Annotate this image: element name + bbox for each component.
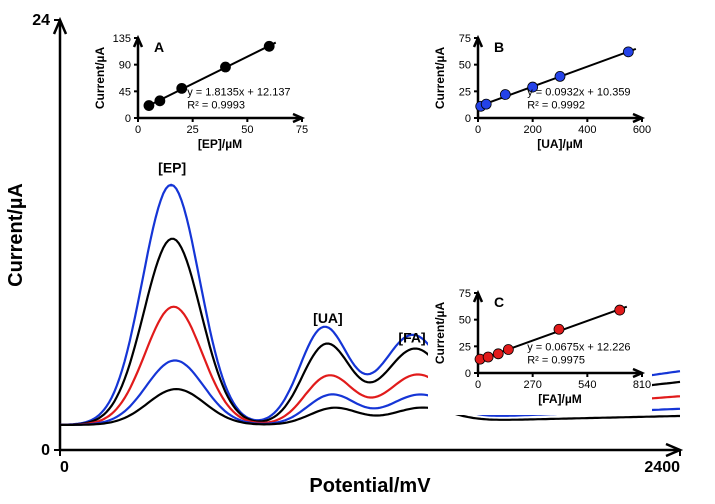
inset-A: 0 25 50 75 0 45 90 135 [EP]/µM Current/µA Ay = 1.8… <box>88 28 312 160</box>
fit-eq: y = 0.0932x + 10.359 <box>527 87 630 99</box>
inset-xtick: 75 <box>296 124 308 136</box>
inset-xlabel: [FA]/µM <box>538 392 582 406</box>
data-point <box>155 96 165 106</box>
fit-eq: y = 0.0675x + 12.226 <box>527 342 630 354</box>
inset-ytick: 45 <box>119 86 131 98</box>
inset-B: 0 200 400 600 0 25 50 75 [UA]/µM Current/µA By = 0… <box>428 28 652 160</box>
inset-xtick: 540 <box>578 379 596 391</box>
data-point <box>483 352 493 362</box>
inset-ylabel: Current/µA <box>433 302 447 365</box>
inset-xtick: 25 <box>187 124 199 136</box>
peak-label: [EP] <box>158 159 186 175</box>
main-ytick-label: 0 <box>41 442 50 459</box>
data-point <box>144 101 154 111</box>
data-point <box>177 83 187 93</box>
data-point <box>503 345 513 355</box>
inset-ytick: 50 <box>459 315 471 327</box>
fit-r2: R² = 0.9975 <box>527 355 585 367</box>
inset-xtick: 0 <box>475 379 481 391</box>
data-point <box>615 305 625 315</box>
inset-ytick: 25 <box>459 341 471 353</box>
data-point <box>220 62 230 72</box>
inset-xtick: 270 <box>523 379 541 391</box>
main-ylabel: Current/µA <box>5 183 27 287</box>
fit-r2: R² = 0.9993 <box>187 100 245 112</box>
inset-ytick: 75 <box>459 288 471 300</box>
peak-label: [FA] <box>398 330 425 346</box>
inset-ylabel: Current/µA <box>93 47 107 110</box>
main-xtick-label: 2400 <box>644 459 680 476</box>
inset-ytick: 75 <box>459 33 471 45</box>
data-point <box>493 349 503 359</box>
inset-ytick: 90 <box>119 60 131 72</box>
figure-svg: 0 2400 0 24 Potential/mV Current/µA [EP] [UA] [F… <box>0 0 715 504</box>
inset-xtick: 50 <box>241 124 253 136</box>
inset-xtick: 810 <box>633 379 651 391</box>
inset-xlabel: [EP]/µM <box>198 137 242 151</box>
inset-xlabel: [UA]/µM <box>537 137 583 151</box>
peak-label: [UA] <box>313 310 343 326</box>
inset-ylabel: Current/µA <box>433 47 447 110</box>
inset-xtick: 400 <box>578 124 596 136</box>
data-point <box>555 71 565 81</box>
data-point <box>264 41 274 51</box>
inset-letter: B <box>494 39 504 55</box>
fit-r2: R² = 0.9992 <box>527 100 585 112</box>
inset-ytick: 0 <box>465 113 471 125</box>
main-ytick-label: 24 <box>32 12 50 29</box>
main-xlabel: Potential/mV <box>309 475 431 497</box>
inset-xtick: 600 <box>633 124 651 136</box>
inset-xtick: 0 <box>135 124 141 136</box>
inset-ytick: 0 <box>465 368 471 380</box>
inset-C: 0 270 540 810 0 25 50 75 [FA]/µM Current/µA Cy = 0… <box>428 283 652 415</box>
data-point <box>500 90 510 100</box>
data-point <box>623 47 633 57</box>
inset-xtick: 0 <box>475 124 481 136</box>
inset-ytick: 50 <box>459 60 471 72</box>
inset-xtick: 200 <box>523 124 541 136</box>
main-xtick-label: 0 <box>60 459 69 476</box>
inset-ytick: 135 <box>113 33 131 45</box>
data-point <box>481 99 491 109</box>
inset-letter: C <box>494 294 504 310</box>
inset-letter: A <box>154 39 164 55</box>
inset-ytick: 25 <box>459 86 471 98</box>
inset-ytick: 0 <box>125 113 131 125</box>
data-point <box>554 324 564 334</box>
fit-eq: y = 1.8135x + 12.137 <box>187 87 290 99</box>
